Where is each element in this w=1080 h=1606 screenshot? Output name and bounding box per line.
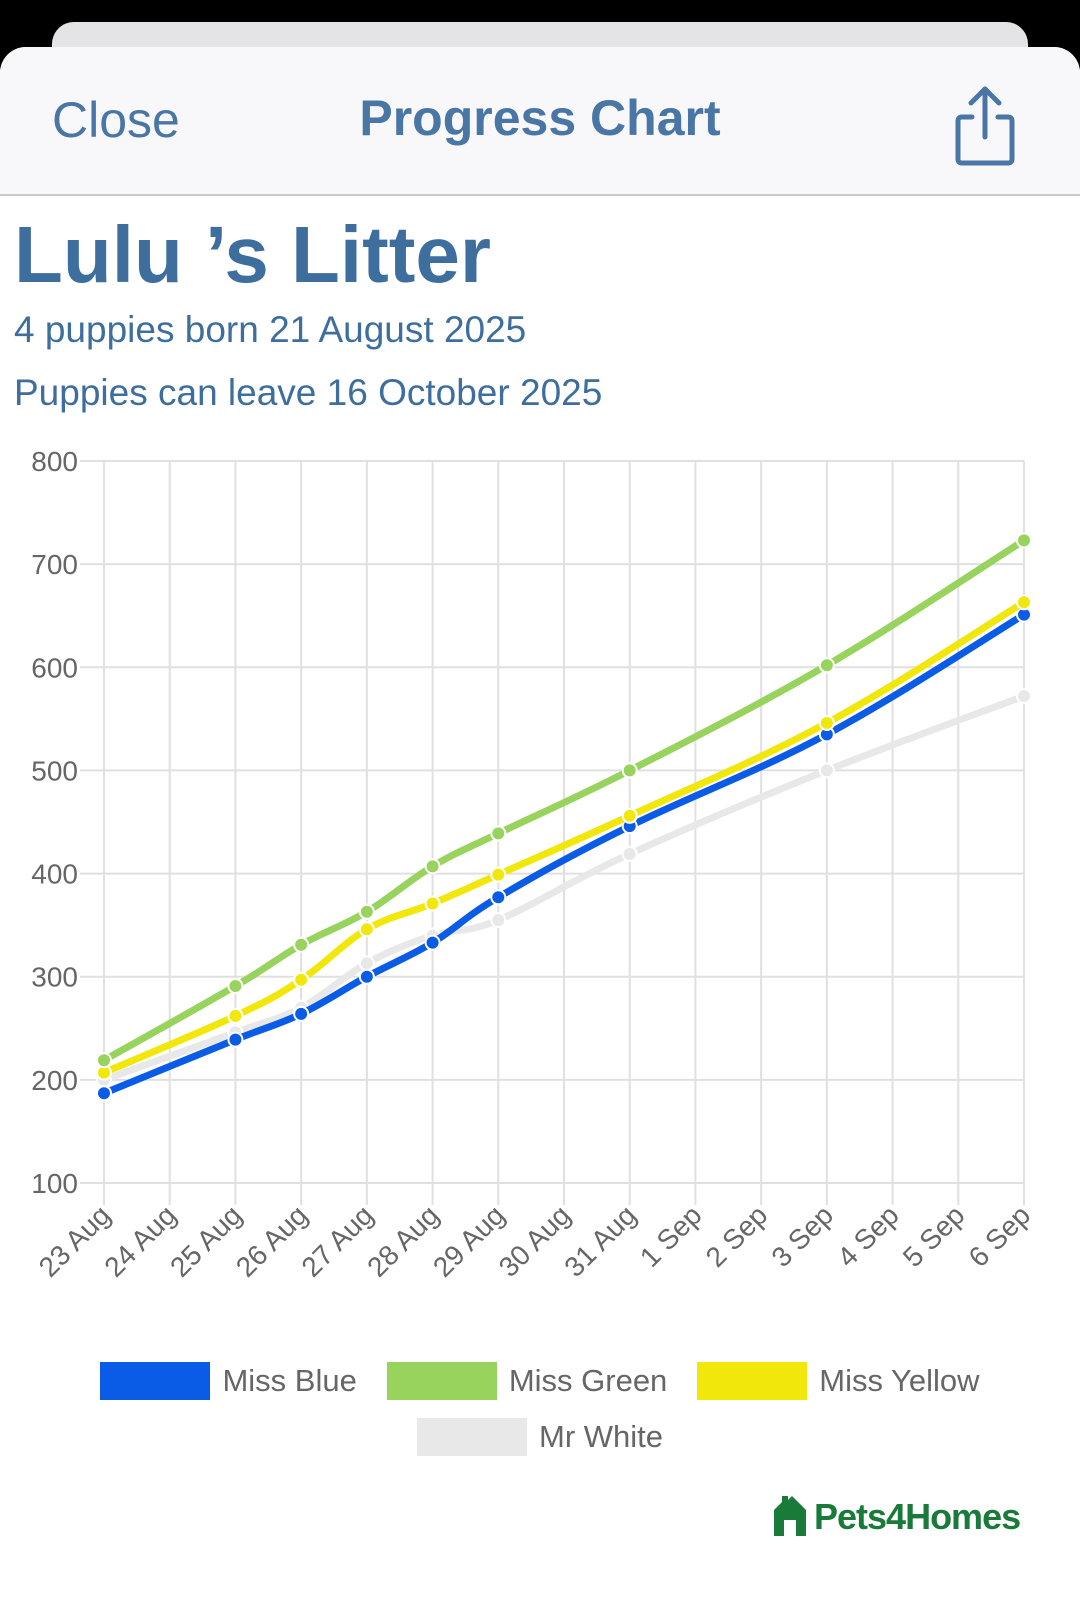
progress-sheet: Close Progress Chart Lulu ’s Litter 4 pu… bbox=[0, 47, 1080, 1606]
nav-title: Progress Chart bbox=[359, 90, 721, 146]
miss-blue-point bbox=[293, 1005, 310, 1022]
legend-row: Mr White bbox=[0, 1409, 1080, 1465]
y-tick-label: 200 bbox=[31, 1065, 78, 1096]
miss-green-point bbox=[293, 936, 310, 953]
miss-blue-point bbox=[96, 1085, 112, 1102]
x-tick-label: 31 Aug bbox=[558, 1199, 642, 1283]
leave-info: Puppies can leave 16 October 2025 bbox=[14, 372, 603, 413]
y-tick-label: 400 bbox=[31, 859, 78, 890]
share-button[interactable] bbox=[950, 83, 1020, 167]
x-tick-label: 4 Sep bbox=[831, 1199, 905, 1273]
legend-label: Mr White bbox=[539, 1419, 663, 1454]
litter-title: Lulu ’s Litter bbox=[14, 210, 492, 299]
nav-bar: Close Progress Chart bbox=[0, 47, 1080, 196]
y-tick-label: 500 bbox=[31, 755, 78, 786]
y-tick-label: 700 bbox=[31, 549, 78, 580]
mr-white-point bbox=[621, 845, 638, 862]
mr-white-point bbox=[358, 955, 375, 972]
legend-item-miss-blue[interactable]: Miss Blue bbox=[100, 1362, 357, 1400]
legend-label: Miss Yellow bbox=[819, 1363, 980, 1398]
miss-yellow-point bbox=[818, 714, 835, 731]
x-tick-label: 1 Sep bbox=[634, 1199, 708, 1273]
chart-legend: Miss Blue Miss Green Miss Yellow Mr White bbox=[0, 1353, 1080, 1465]
close-button[interactable]: Close bbox=[52, 92, 180, 148]
y-tick-label: 300 bbox=[31, 962, 78, 993]
legend-item-miss-green[interactable]: Miss Green bbox=[386, 1362, 668, 1400]
x-tick-label: 23 Aug bbox=[33, 1199, 117, 1283]
miss-blue-point bbox=[490, 889, 507, 906]
miss-yellow-point bbox=[293, 971, 310, 988]
x-tick-label: 5 Sep bbox=[897, 1199, 971, 1273]
miss-green-point bbox=[227, 977, 244, 994]
y-tick-label: 600 bbox=[31, 652, 78, 683]
x-tick-label: 2 Sep bbox=[700, 1199, 774, 1273]
legend-label: Miss Blue bbox=[222, 1363, 357, 1398]
miss-green-point bbox=[424, 858, 441, 875]
legend-item-mr-white[interactable]: Mr White bbox=[417, 1418, 663, 1456]
miss-yellow-point bbox=[1016, 594, 1032, 611]
legend-item-miss-yellow[interactable]: Miss Yellow bbox=[697, 1362, 980, 1400]
mr-white-point bbox=[1016, 688, 1032, 705]
miss-green-point bbox=[621, 762, 638, 779]
mr-white-point bbox=[490, 911, 507, 928]
legend-swatch bbox=[697, 1362, 808, 1400]
x-tick-label: 26 Aug bbox=[230, 1199, 314, 1283]
mr-white-point bbox=[818, 762, 835, 779]
x-tick-label: 28 Aug bbox=[361, 1199, 445, 1283]
miss-yellow-point bbox=[227, 1007, 244, 1024]
miss-blue-point bbox=[424, 934, 441, 951]
miss-yellow-point bbox=[490, 866, 507, 883]
miss-yellow-point bbox=[358, 921, 375, 938]
legend-swatch bbox=[100, 1362, 211, 1400]
x-tick-label: 6 Sep bbox=[963, 1199, 1037, 1273]
miss-green-point bbox=[358, 903, 375, 920]
legend-label: Miss Green bbox=[508, 1363, 668, 1398]
brand-logo: Pets4Homes bbox=[770, 1492, 1021, 1538]
x-tick-label: 30 Aug bbox=[493, 1199, 577, 1283]
miss-green-point bbox=[818, 657, 835, 674]
x-tick-label: 24 Aug bbox=[98, 1199, 182, 1283]
x-tick-label: 27 Aug bbox=[296, 1199, 380, 1283]
miss-blue-point bbox=[358, 968, 375, 985]
miss-green-point bbox=[96, 1052, 112, 1069]
legend-row: Miss Blue Miss Green Miss Yellow bbox=[0, 1353, 1080, 1409]
miss-green-point bbox=[490, 825, 507, 842]
y-tick-label: 100 bbox=[31, 1168, 78, 1199]
share-icon bbox=[955, 86, 1015, 166]
brand-name: Pets4Homes bbox=[814, 1496, 1021, 1537]
y-tick-label: 800 bbox=[31, 446, 78, 477]
legend-swatch bbox=[386, 1362, 497, 1400]
house-logo-icon bbox=[774, 1496, 806, 1536]
x-tick-label: 29 Aug bbox=[427, 1199, 511, 1283]
miss-yellow-point bbox=[424, 895, 441, 912]
birth-info: 4 puppies born 21 August 2025 bbox=[14, 309, 527, 350]
miss-blue-point bbox=[227, 1031, 244, 1048]
miss-green-point bbox=[1016, 532, 1032, 549]
miss-yellow-point bbox=[621, 807, 638, 824]
x-tick-label: 3 Sep bbox=[765, 1199, 839, 1273]
x-tick-label: 25 Aug bbox=[164, 1199, 248, 1283]
legend-swatch bbox=[417, 1418, 527, 1456]
